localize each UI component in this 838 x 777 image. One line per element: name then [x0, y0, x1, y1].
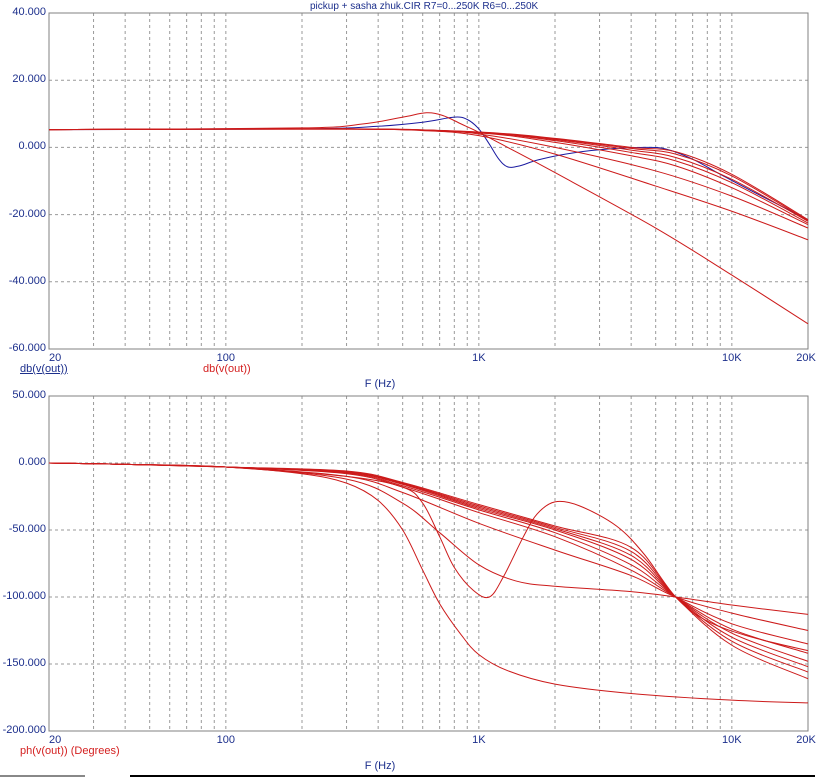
y-tick-label: -20.000	[8, 207, 46, 220]
series-line-magnitude-3	[48, 128, 809, 229]
series-line-magnitude-6	[48, 128, 809, 222]
x-tick-label: 100	[216, 734, 236, 746]
legend-phase-red: ph(v(out)) (Degrees)	[20, 745, 120, 757]
x-tick-label: 100	[216, 352, 236, 364]
series-line-magnitude-2	[48, 128, 809, 241]
series-line-magnitude-5	[48, 128, 809, 224]
series-line-phase-2	[48, 462, 809, 615]
legend-db-red: db(v(out))	[203, 363, 251, 375]
plot-frame	[48, 12, 809, 350]
x-axis-label: F (Hz)	[364, 760, 396, 772]
y-tick-label: 20.000	[12, 73, 46, 86]
y-tick-label: -150.000	[2, 657, 46, 669]
series-line-phase-0	[48, 462, 809, 704]
chart-title: pickup + sasha zhuk.CIR R7=0...250K R6=0…	[310, 1, 539, 12]
series-line-magnitude-0	[48, 116, 809, 221]
legend-db-blue: db(v(out))	[20, 363, 68, 375]
series-line-phase-3	[48, 462, 809, 631]
y-tick-label: 40.000	[12, 6, 46, 18]
x-axis-label: F (Hz)	[364, 378, 396, 390]
y-tick-label: -100.000	[2, 590, 46, 602]
plot-frame	[48, 395, 809, 732]
x-tick-label: 1K	[472, 734, 486, 746]
y-tick-label: -200.000	[2, 724, 46, 736]
y-tick-label: 50.000	[12, 389, 46, 401]
x-tick-label: 10K	[722, 352, 742, 364]
series-line-magnitude-8	[48, 128, 809, 221]
x-tick-label: 20	[49, 734, 62, 746]
x-tick-label: 10K	[722, 734, 742, 746]
y-tick-label: 0.000	[18, 456, 46, 468]
series-line-phase-8	[48, 462, 809, 673]
series-line-magnitude-1	[48, 112, 809, 325]
y-tick-label: -50.000	[8, 523, 46, 535]
y-tick-label: -40.000	[8, 274, 46, 287]
y-tick-label: -60.000	[8, 342, 46, 354]
y-tick-label: 0.000	[18, 140, 46, 153]
x-tick-label: 20K	[796, 734, 816, 746]
series-line-magnitude-4	[48, 128, 809, 226]
series-line-phase-6	[48, 462, 809, 662]
x-tick-label: 20K	[796, 352, 816, 364]
series-line-phase-9	[48, 462, 809, 680]
x-tick-label: 1K	[472, 352, 486, 364]
x-tick-label: 20	[49, 352, 62, 364]
series-line-magnitude-7	[48, 128, 809, 222]
